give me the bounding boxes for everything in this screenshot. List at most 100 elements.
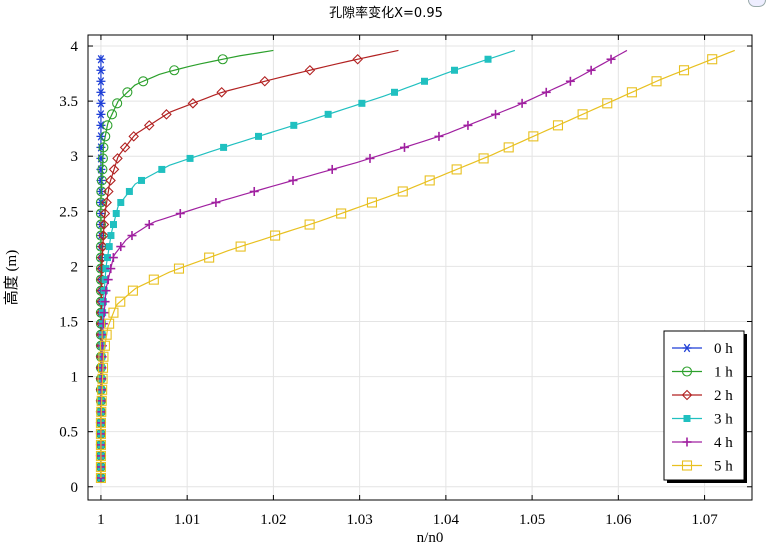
data-point — [96, 121, 106, 130]
data-point — [96, 99, 106, 108]
data-point — [97, 164, 108, 175]
data-point — [365, 153, 375, 163]
x-tick-label: 1.04 — [433, 512, 460, 528]
data-point — [565, 76, 575, 86]
legend-entry-label: 3 h — [714, 412, 733, 428]
data-point — [270, 230, 281, 241]
data-point — [602, 98, 613, 109]
data-point — [99, 208, 111, 219]
data-point — [112, 153, 123, 164]
grid — [88, 35, 752, 500]
data-point — [116, 242, 126, 252]
data-point — [102, 120, 113, 131]
y-tick-label: 2 — [71, 259, 79, 275]
data-point — [220, 143, 228, 151]
data-point — [235, 241, 246, 252]
data-point — [304, 64, 316, 76]
data-point — [304, 219, 315, 230]
data-point — [586, 65, 596, 75]
data-point — [96, 110, 106, 119]
data-point — [186, 154, 194, 162]
legend: 0 h 1 h 2 h 3 h 4 h 5 h — [663, 330, 747, 483]
series-layer — [95, 49, 735, 484]
data-point — [626, 87, 637, 98]
data-point — [107, 232, 115, 240]
x-tick-label: 1.03 — [347, 512, 373, 528]
x-tick-label: 1.02 — [260, 512, 286, 528]
series-line — [100, 49, 735, 478]
data-point — [681, 460, 693, 471]
data-point — [104, 318, 115, 329]
data-point — [95, 461, 106, 472]
data-point — [125, 187, 133, 195]
data-point — [95, 230, 106, 241]
data-point — [707, 54, 718, 65]
data-point — [187, 98, 199, 109]
data-point — [95, 197, 106, 208]
data-point — [105, 175, 116, 186]
series-3 — [97, 49, 516, 482]
data-point — [119, 142, 131, 153]
x-tick-label: 1.05 — [519, 512, 545, 528]
data-point — [108, 253, 118, 263]
legend-entry-label: 4 h — [714, 435, 733, 451]
y-tick-label: 3 — [71, 149, 79, 165]
data-point — [112, 98, 123, 109]
data-point — [577, 109, 588, 120]
data-point — [682, 437, 692, 447]
data-point — [98, 142, 109, 153]
data-point — [682, 343, 692, 353]
data-point — [97, 362, 109, 373]
series-line — [100, 49, 516, 478]
data-point — [101, 329, 112, 340]
data-point — [528, 131, 539, 142]
data-point — [424, 175, 435, 186]
data-point — [397, 186, 408, 197]
data-point — [103, 275, 113, 285]
data-point — [106, 264, 116, 274]
data-point — [503, 142, 514, 153]
y-tick-label: 0 — [71, 480, 79, 496]
data-point — [95, 241, 106, 252]
data-point — [96, 385, 106, 395]
data-point — [681, 389, 693, 401]
data-point — [366, 197, 378, 208]
x-tick-label: 1.07 — [691, 512, 718, 528]
data-point — [358, 99, 366, 107]
data-point — [138, 76, 149, 87]
x-tick-label: 1.01 — [174, 512, 200, 528]
data-point — [96, 176, 106, 185]
data-point — [517, 98, 527, 108]
data-point — [336, 208, 347, 219]
data-point — [101, 286, 111, 296]
data-point — [491, 109, 501, 119]
data-point — [541, 87, 551, 97]
data-point — [606, 54, 616, 64]
data-point — [98, 319, 108, 329]
x-tick-label: 1.06 — [605, 512, 632, 528]
data-point — [96, 55, 106, 64]
data-point — [95, 417, 106, 428]
data-point — [127, 231, 137, 241]
data-point — [161, 109, 172, 120]
ticks: 1 1.01 1.02 1.03 1.04 1.05 1.06 1.07 0 0.5 1 1.5 2 2.… — [59, 35, 752, 528]
y-tick-label: 1 — [71, 370, 79, 386]
data-point — [100, 131, 111, 142]
data-point — [324, 110, 332, 118]
data-point — [96, 66, 106, 75]
data-point — [290, 121, 298, 129]
data-point — [216, 87, 227, 98]
data-point — [678, 65, 690, 76]
chart-title: 孔隙率变化X=0.95 — [329, 6, 443, 21]
data-point — [288, 175, 298, 185]
data-point — [211, 197, 221, 207]
data-point — [97, 384, 108, 395]
data-point — [98, 351, 109, 362]
data-point — [681, 366, 693, 377]
data-point — [434, 131, 444, 141]
data-point — [97, 373, 108, 384]
data-point — [98, 219, 110, 230]
data-point — [101, 197, 112, 208]
data-point — [103, 186, 114, 197]
